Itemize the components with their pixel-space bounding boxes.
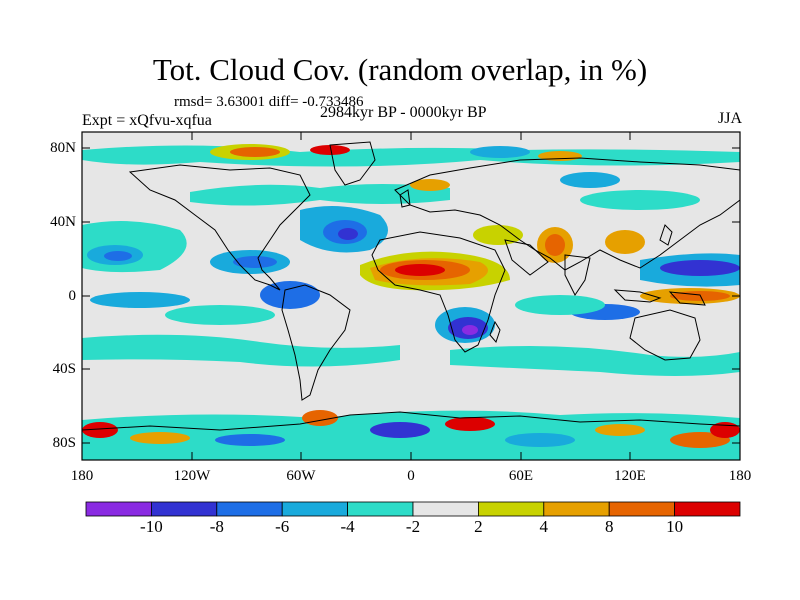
lon-label-180w: 180 [70, 468, 94, 484]
anomaly-patch [260, 281, 320, 309]
anomaly-patch [660, 260, 740, 276]
anomaly-patch [82, 422, 118, 438]
period-label: 2984kyr BP - 0000kyr BP [320, 104, 487, 121]
anomaly-patch [595, 424, 645, 436]
coastline-south-america [281, 284, 351, 401]
anomaly-patch [215, 434, 285, 446]
coastline-britain [399, 189, 411, 208]
colorbar [85, 501, 741, 517]
anomaly-patch [410, 179, 450, 191]
experiment-label: Expt = xQfvu-xqfua [82, 112, 212, 129]
coastline-antarctica [82, 411, 740, 431]
coastline-africa [371, 231, 506, 353]
lat-label-0: 0 [68, 288, 77, 304]
coastline-japan [659, 224, 673, 246]
coastline-north-america [128, 164, 311, 291]
colorbar-label: 8 [604, 517, 614, 536]
anomaly-patch [165, 305, 275, 325]
colorbar-swatch [477, 501, 545, 517]
anomaly-patch [450, 346, 740, 376]
lon-label-60e: 60E [508, 468, 534, 484]
anomaly-patch [130, 432, 190, 444]
colorbar-swatch [608, 501, 676, 517]
anomaly-patch [104, 251, 132, 261]
map-title: Tot. Cloud Cov. (random overlap, in %) [152, 52, 648, 87]
colorbar-label: 2 [474, 517, 483, 536]
anomaly-patch [445, 417, 495, 431]
anomaly-patch [545, 234, 565, 256]
colorbar-swatch [674, 501, 741, 517]
colorbar-label: -10 [140, 517, 163, 536]
colorbar-label: -6 [275, 517, 290, 536]
lon-label-0: 0 [407, 468, 415, 484]
colorbar-label: 10 [666, 517, 684, 536]
anomaly-patch [310, 145, 350, 155]
colorbar-label: -2 [405, 517, 421, 536]
coastline-madagascar [489, 320, 501, 343]
lat-label-40n: 40N [50, 214, 76, 230]
anomaly-patch [370, 422, 430, 438]
coastline-australia [629, 309, 701, 361]
colorbar-label: -8 [209, 517, 224, 536]
anomaly-patch [82, 334, 400, 367]
colorbar-label: 4 [539, 517, 549, 536]
lon-label-60w: 60W [286, 468, 316, 484]
colorbar-label: -4 [340, 517, 355, 536]
coastline-arabia [504, 239, 549, 276]
anomaly-patch [670, 432, 730, 448]
colorbar-swatch [543, 501, 610, 517]
lat-label-80s: 80S [52, 435, 76, 451]
lat-label-40s: 40S [52, 361, 76, 377]
anomaly-patch [90, 292, 190, 308]
lon-label-120w: 120W [173, 468, 211, 484]
coastlines [82, 141, 740, 431]
anomaly-patch [230, 147, 280, 157]
anomaly-patch [462, 325, 478, 335]
anomaly-patch [395, 264, 445, 276]
coastline-greenland [329, 141, 376, 186]
coastline-indonesia [613, 289, 662, 303]
anomaly-patch [338, 228, 358, 240]
coastline-eurasia [394, 157, 740, 271]
anomaly-patch [515, 295, 605, 315]
colorbar-swatch [216, 501, 283, 517]
anomaly-field [82, 132, 740, 460]
lat-label-80n: 80N [50, 140, 76, 156]
colorbar-swatch [412, 501, 479, 517]
colorbar-swatch [281, 501, 349, 517]
lon-label-180e: 180 [728, 468, 752, 484]
anomaly-patch [190, 184, 450, 206]
anomaly-patch [470, 146, 530, 158]
rmsd-diff-stats: rmsd= 3.63001 diff= -0.733486 [174, 94, 364, 110]
lon-label-120e: 120E [614, 468, 646, 484]
anomaly-patch [605, 230, 645, 254]
anomaly-patch [505, 433, 575, 447]
colorbar-swatch [347, 501, 414, 517]
anomaly-patch [233, 256, 277, 268]
anomaly-patch [580, 190, 700, 210]
season-label: JJA [717, 110, 742, 127]
axis-ticks [81, 132, 741, 460]
colorbar-swatch [85, 501, 152, 517]
anomaly-patch [473, 225, 523, 245]
anomaly-patch [560, 172, 620, 188]
colorbar-swatch [150, 501, 218, 517]
coastline-india [564, 254, 591, 296]
coastline-new-guinea [668, 291, 706, 306]
